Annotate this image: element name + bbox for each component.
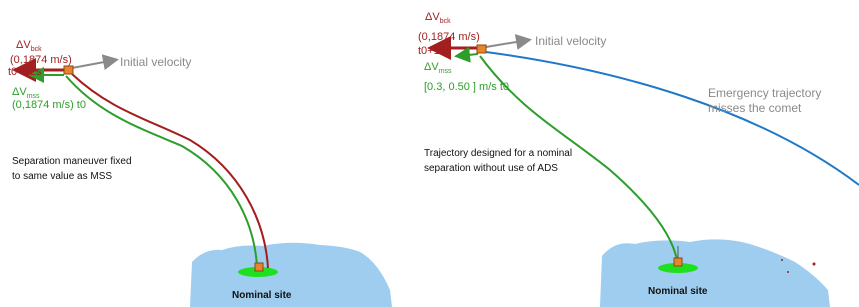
subscript: bck — [31, 46, 42, 53]
emergency-label: Emergency trajectory — [708, 86, 821, 100]
initial-velocity: Initial velocity — [535, 34, 606, 48]
dv-mss-label: ΔVmss — [424, 61, 452, 75]
debris — [787, 271, 789, 273]
subscript: mss — [439, 68, 452, 75]
note-line: Trajectory designed for a nominal — [424, 148, 572, 159]
spacecraft — [477, 45, 486, 53]
dv-mss-label: ΔVmss — [12, 86, 40, 100]
velocity-arrow — [486, 40, 528, 47]
lander — [674, 258, 682, 266]
mss-value: (0,1874 m/s) t0 — [12, 99, 86, 111]
subscript: bck — [440, 18, 451, 25]
note-line: to same value as MSS — [12, 171, 112, 182]
debris — [781, 259, 783, 261]
site-label: Nominal site — [232, 290, 292, 301]
dv-bck-label: ΔVbck — [16, 39, 42, 53]
initial-velocity: Initial velocity — [120, 55, 191, 69]
bck-value: (0,1874 m/s) — [418, 31, 480, 43]
note-line: separation without use of ADS — [424, 163, 558, 174]
lander — [255, 263, 263, 271]
debris — [813, 263, 816, 266]
comet — [600, 239, 830, 307]
bck-value: (0,1874 m/s) — [10, 54, 72, 66]
note-line: Separation maneuver fixed — [12, 156, 132, 167]
diagram: ΔVbck (0,1874 m/s) t0+12s Initial veloci… — [0, 0, 859, 307]
symbol: ΔV — [16, 39, 31, 51]
dv-bck-label: ΔVbck — [425, 11, 451, 25]
site-label: Nominal site — [648, 286, 708, 297]
symbol: ΔV — [424, 61, 439, 73]
mss-value: [0.3, 0.50 ] m/s t0 — [424, 81, 509, 93]
emergency-label: misses the comet — [708, 101, 802, 115]
spacecraft — [64, 66, 73, 74]
bck-time: t0+12s — [8, 66, 42, 78]
symbol: ΔV — [12, 86, 27, 98]
velocity-arrow — [72, 60, 115, 68]
mss-arrow — [458, 54, 478, 56]
symbol: ΔV — [425, 11, 440, 23]
bck-time: t0+12s — [418, 45, 452, 57]
